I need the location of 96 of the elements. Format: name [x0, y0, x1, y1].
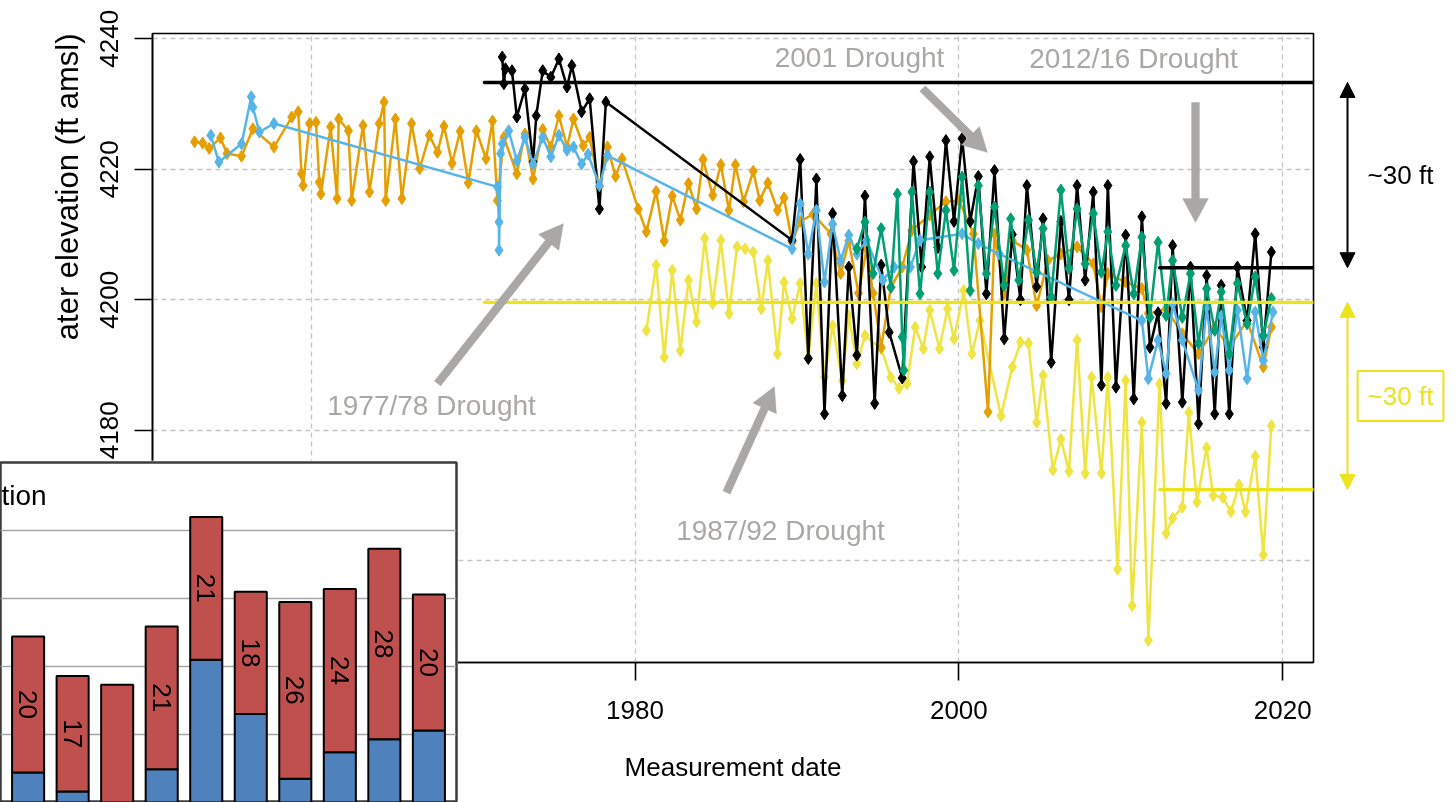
point [1072, 202, 1082, 216]
data-label: 21 [146, 683, 177, 713]
point [494, 243, 504, 257]
point [1250, 305, 1260, 319]
point [957, 170, 967, 184]
point [787, 242, 797, 256]
bar [100, 683, 135, 802]
point [206, 128, 216, 142]
point [1064, 261, 1074, 275]
point [965, 284, 975, 298]
point [546, 150, 556, 164]
y-tick-label: 4240 [94, 9, 125, 68]
x-axis-title: Measurement date [624, 751, 842, 782]
y-tick-label: 4180 [94, 401, 125, 460]
data-label: 26 [280, 675, 311, 705]
point [1006, 212, 1016, 226]
point [1056, 183, 1066, 197]
point [496, 147, 506, 161]
annotation: 1987/92 Drought [676, 515, 886, 546]
point [1137, 314, 1147, 328]
point [852, 242, 862, 256]
point [1177, 333, 1187, 347]
x-tick-label: 1980 [606, 694, 664, 725]
point [915, 233, 925, 247]
point [269, 117, 279, 131]
point [1232, 276, 1242, 290]
point [554, 128, 564, 142]
text: ~30 ft [1367, 160, 1435, 191]
point [538, 130, 548, 144]
point [999, 278, 1009, 292]
point [1224, 347, 1234, 361]
x-tick-label: 2020 [1253, 694, 1312, 725]
point [603, 149, 613, 163]
point [583, 147, 593, 161]
point [941, 203, 951, 217]
point [254, 125, 264, 139]
point [1103, 225, 1113, 239]
data-label: 20 [413, 647, 444, 677]
point [1161, 366, 1171, 380]
point [1258, 329, 1268, 343]
point [897, 330, 907, 344]
point [915, 287, 925, 301]
point [504, 124, 514, 138]
point [497, 137, 507, 151]
point [868, 267, 878, 281]
data-label: 18 [235, 638, 266, 668]
annotation: 1977/78 Drought [327, 390, 537, 421]
point [811, 203, 821, 217]
point [1250, 270, 1260, 284]
point [973, 237, 983, 251]
point [803, 247, 813, 261]
point [860, 215, 870, 229]
point [1210, 365, 1220, 379]
point [925, 185, 935, 199]
point [248, 100, 258, 114]
point [1014, 273, 1024, 287]
point [892, 187, 902, 201]
point [1143, 372, 1153, 386]
x-tick-label: 2000 [929, 694, 988, 725]
point [237, 137, 247, 151]
point [1145, 310, 1155, 324]
data-label: 21 [191, 573, 222, 603]
data-label: 20 [13, 690, 44, 720]
point [1024, 213, 1034, 227]
y-tick-label: 4220 [94, 140, 125, 199]
text: ~30 ft [1367, 380, 1435, 411]
point [1137, 230, 1147, 244]
point [981, 267, 991, 281]
point [512, 154, 522, 168]
point [949, 263, 959, 277]
point [1129, 287, 1139, 301]
data-label: 28 [369, 629, 400, 659]
y-axis-title: ater elevation (ft amsl) [49, 33, 85, 341]
point [494, 215, 504, 229]
y-tick-label: 4200 [94, 270, 125, 329]
point [844, 228, 854, 242]
point [577, 157, 587, 171]
text: tion [1, 480, 47, 512]
data-label: 17 [57, 719, 88, 749]
data-label: 24 [324, 656, 355, 686]
point [492, 180, 502, 194]
point [1268, 305, 1278, 319]
annotation: 2012/16 Drought [1029, 43, 1239, 74]
point [836, 254, 846, 268]
point [933, 267, 943, 281]
point [878, 273, 888, 287]
point [907, 185, 917, 199]
point [214, 155, 224, 169]
point [957, 227, 967, 241]
point [1161, 308, 1171, 322]
point [1242, 372, 1252, 386]
point [899, 363, 909, 377]
annotation: 2001 Drought [774, 42, 945, 73]
point [1153, 333, 1163, 347]
point [1153, 235, 1163, 249]
point [1080, 257, 1090, 271]
